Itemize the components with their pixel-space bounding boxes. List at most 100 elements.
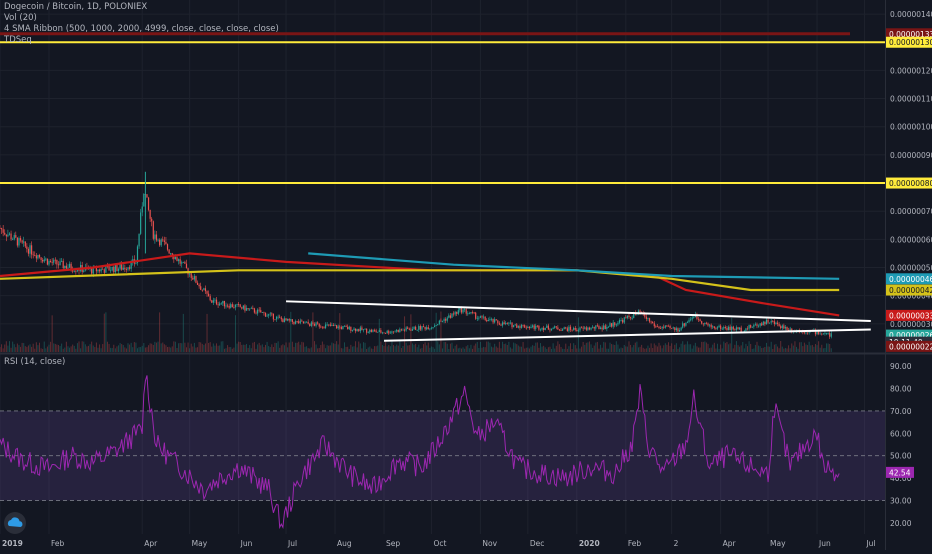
volume-bar [536, 342, 538, 352]
volume-bar [340, 348, 342, 352]
candle-body [552, 327, 554, 329]
candle-body [610, 323, 613, 327]
volume-bar [288, 342, 290, 352]
candle-body [702, 323, 704, 325]
candle-body [51, 262, 53, 263]
candle-body [264, 312, 267, 317]
volume-bar [45, 348, 47, 352]
volume-bar [600, 344, 602, 352]
candle-body [479, 316, 482, 318]
candle-body [508, 322, 510, 324]
volume-bar [819, 347, 821, 352]
candle-body [486, 319, 488, 322]
volume-bar [577, 317, 579, 352]
legend-symbol[interactable]: Dogecoin / Bitcoin, 1D, POLONIEX [4, 2, 148, 12]
volume-bar [227, 345, 229, 352]
candle-body [489, 319, 491, 321]
legend-tdseq[interactable]: TDSeq [4, 35, 32, 45]
volume-bar [811, 344, 813, 352]
y-tick-label: 0.00000060 [890, 235, 932, 244]
price-label-text: 0.00000042 [889, 286, 932, 295]
volume-bar [193, 342, 195, 352]
volume-bar [576, 348, 578, 352]
volume-bar [271, 344, 273, 352]
candle-body [462, 309, 464, 313]
volume-bar [181, 343, 183, 352]
candle-body [710, 324, 712, 328]
volume-bar [617, 344, 619, 352]
candle-body [614, 322, 616, 326]
volume-bar [26, 346, 28, 352]
candle-body [411, 329, 414, 331]
candle-body [546, 325, 548, 328]
candle-body [639, 310, 641, 313]
volume-bar [165, 345, 167, 352]
volume-bar [560, 346, 562, 352]
candle-body [629, 317, 632, 319]
legend-sma-ribbon[interactable]: 4 SMA Ribbon (500, 1000, 2000, 4999, clo… [4, 24, 279, 34]
volume-bar [285, 342, 287, 352]
volume-bar [250, 348, 252, 352]
volume-bar [808, 341, 810, 352]
volume-bar [345, 346, 347, 352]
volume-bar [154, 341, 156, 352]
volume-bar [125, 348, 127, 352]
candle-body [247, 308, 249, 309]
candle-body [21, 240, 23, 243]
volume-bar [517, 345, 519, 352]
candle-body [388, 330, 390, 334]
volume-bar [497, 347, 499, 352]
candle-body [513, 325, 515, 328]
volume-bar [745, 343, 747, 352]
candle-body [726, 327, 728, 331]
volume-bar [641, 344, 643, 352]
volume-bar [42, 348, 44, 352]
volume-bar [318, 347, 320, 352]
candle-body [223, 300, 226, 307]
volume-bar [355, 341, 357, 352]
volume-bar [89, 344, 91, 352]
tradingview-cloud-icon[interactable] [4, 512, 26, 534]
candle-body [185, 263, 188, 269]
volume-bar [535, 342, 537, 352]
volume-bar [781, 346, 783, 352]
candle-body [230, 304, 232, 308]
volume-bar [43, 341, 45, 352]
volume-bar [762, 347, 764, 352]
legend-volume[interactable]: Vol (20) [4, 13, 37, 23]
candle-body [473, 312, 475, 314]
candle-body [731, 326, 733, 331]
volume-bar [76, 343, 78, 352]
candle-body [713, 326, 715, 329]
volume-bar [170, 347, 172, 352]
candle-body [443, 319, 445, 321]
volume-bar [257, 344, 259, 352]
volume-bar [277, 341, 279, 352]
volume-bar [555, 345, 557, 352]
volume-bar [434, 348, 436, 352]
volume-bar [69, 347, 71, 352]
candle-body [601, 327, 603, 330]
candle-body [528, 326, 531, 329]
candle-body [531, 325, 534, 327]
candle-body [35, 255, 37, 259]
candle-body [233, 307, 235, 308]
volume-bar [418, 344, 420, 352]
candle-body [452, 313, 455, 315]
volume-bar [574, 345, 576, 352]
volume-bar [102, 344, 104, 352]
candle-body [661, 326, 663, 329]
candle-body [72, 269, 74, 272]
candle-body [10, 233, 12, 240]
trendline [384, 328, 871, 342]
volume-bar [67, 346, 69, 352]
volume-bar [110, 347, 112, 352]
volume-bar [663, 345, 665, 352]
volume-bar [698, 347, 700, 352]
rsi-legend[interactable]: RSI (14, close) [4, 357, 66, 367]
volume-bar [410, 314, 412, 352]
candle-body [394, 331, 396, 333]
rsi-current-bg [886, 466, 914, 478]
